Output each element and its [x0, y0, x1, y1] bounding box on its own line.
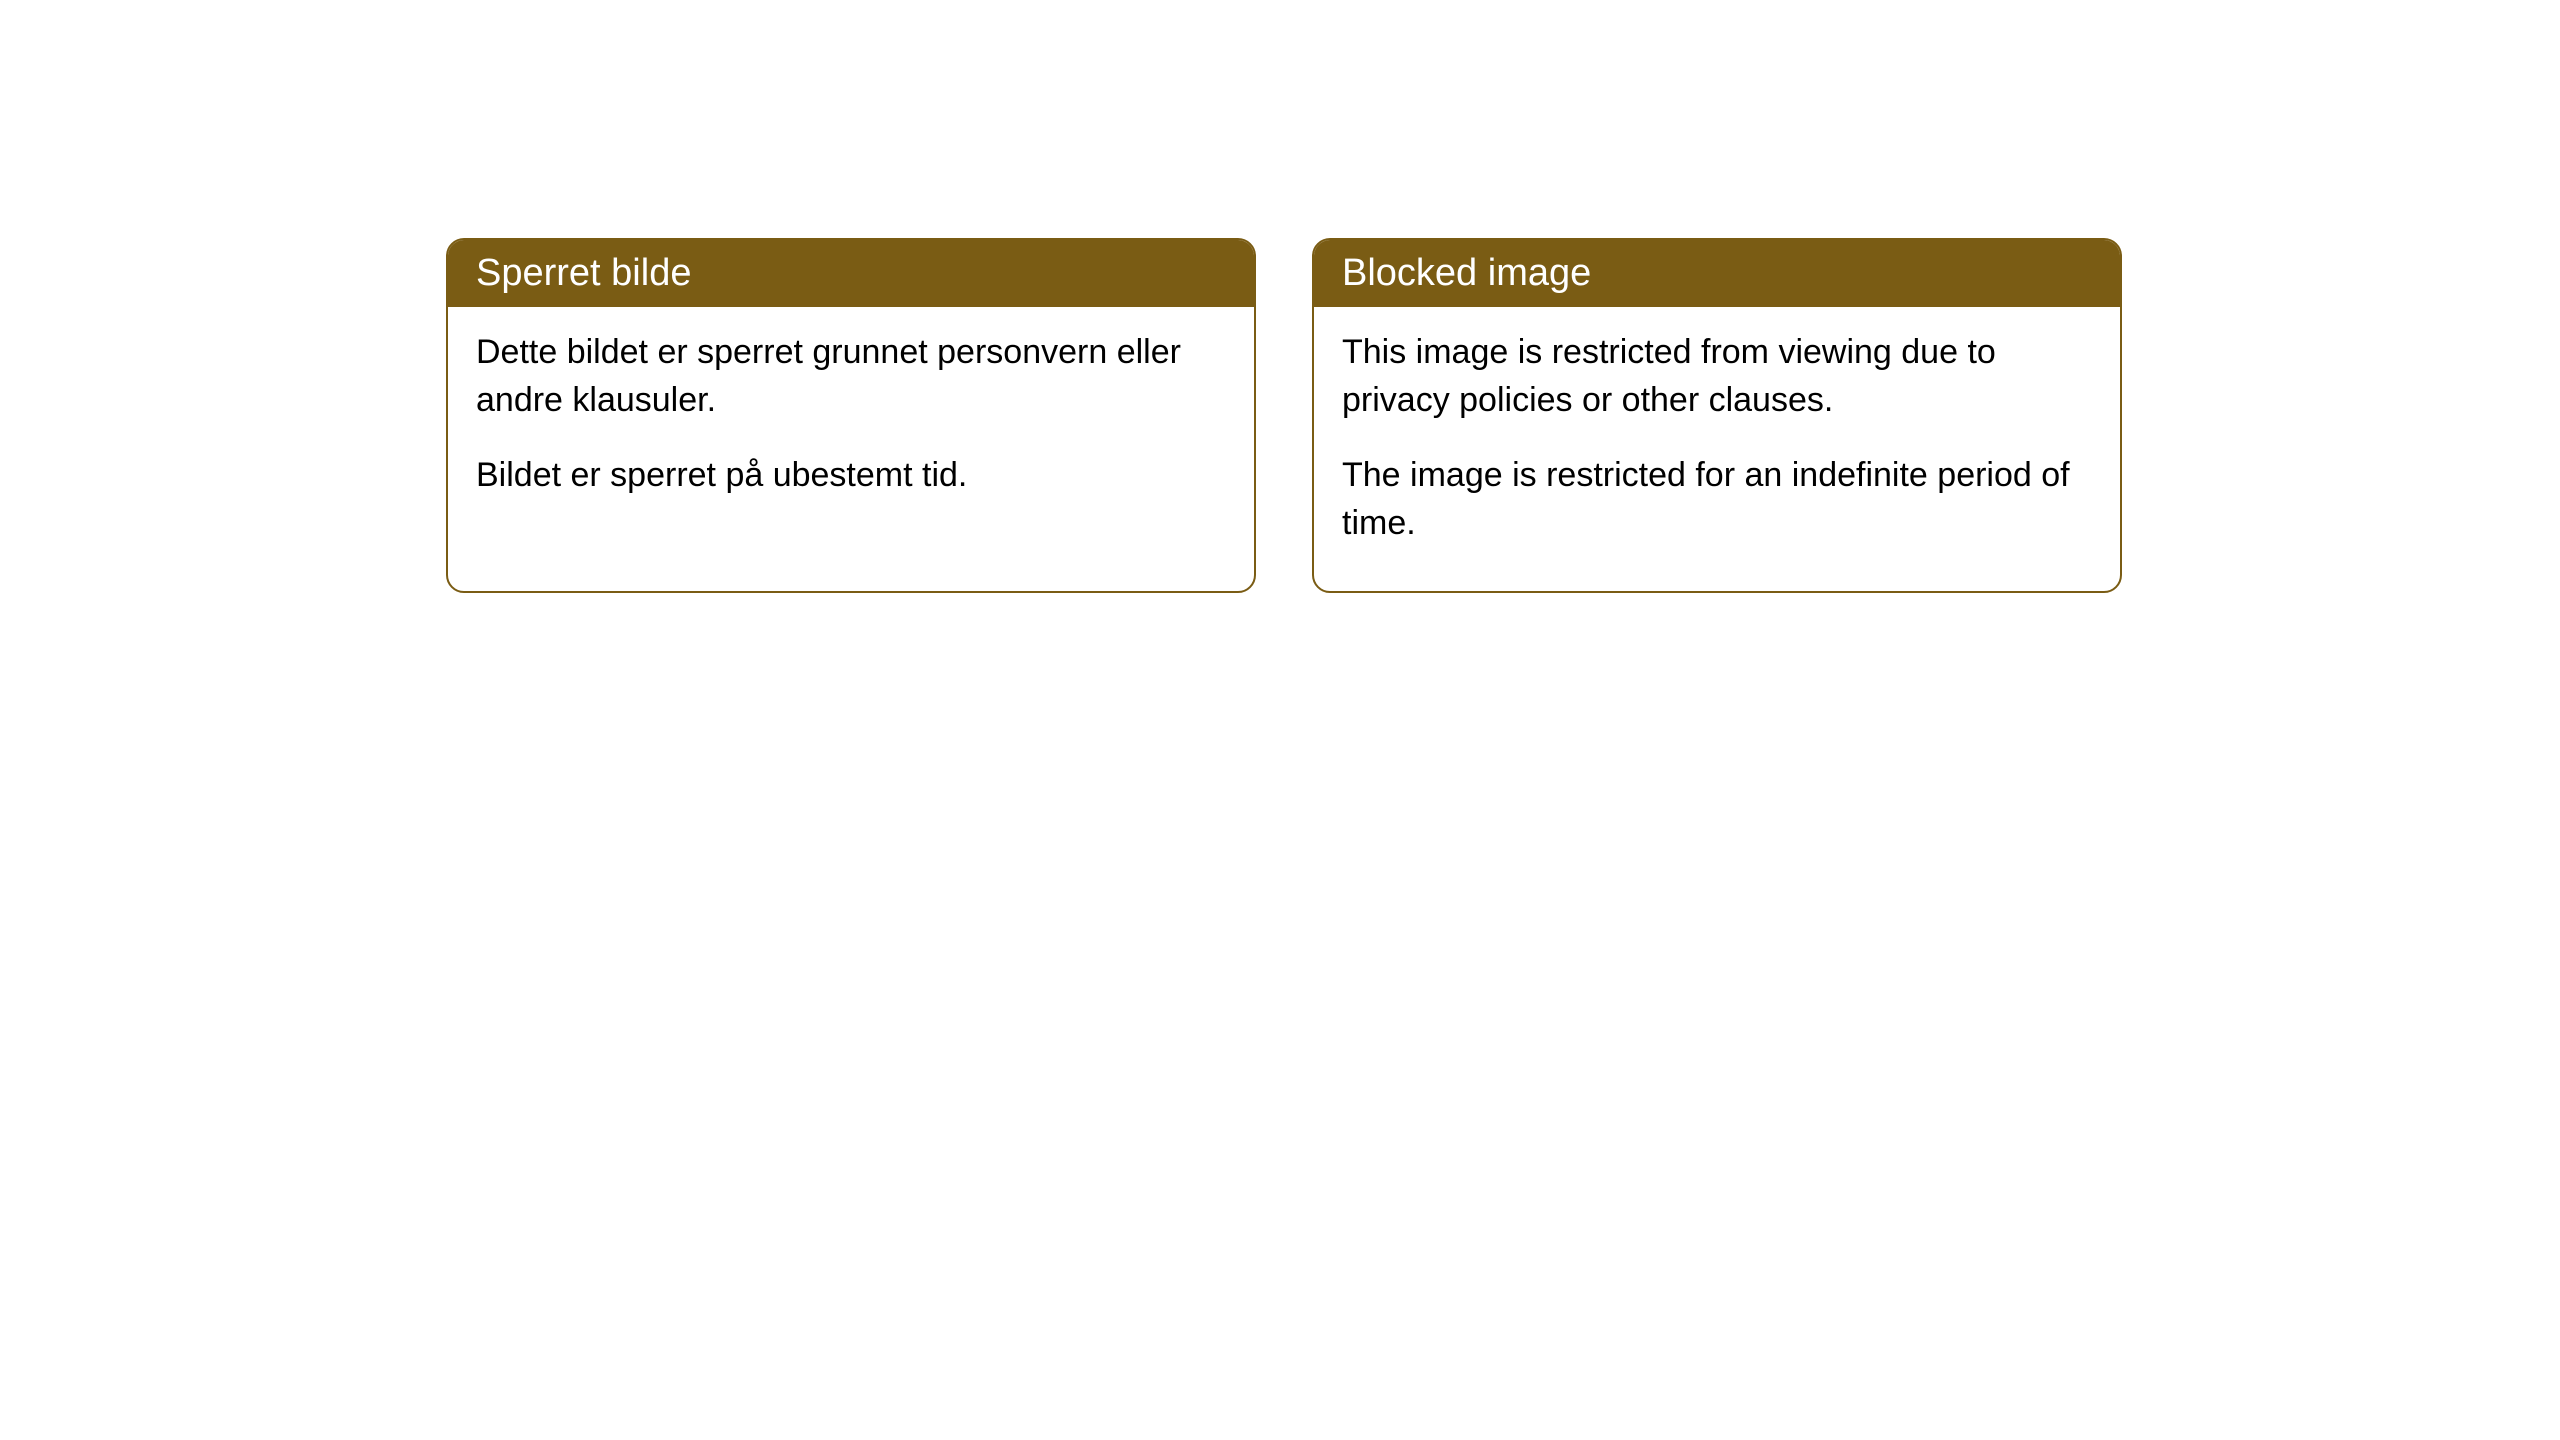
card-header: Blocked image: [1314, 240, 2120, 307]
card-paragraph: Dette bildet er sperret grunnet personve…: [476, 329, 1226, 424]
card-header: Sperret bilde: [448, 240, 1254, 307]
card-paragraph: The image is restricted for an indefinit…: [1342, 452, 2092, 547]
card-paragraph: This image is restricted from viewing du…: [1342, 329, 2092, 424]
cards-container: Sperret bilde Dette bildet er sperret gr…: [446, 238, 2122, 593]
card-title: Sperret bilde: [476, 252, 691, 294]
blocked-image-card-norwegian: Sperret bilde Dette bildet er sperret gr…: [446, 238, 1256, 593]
card-body: This image is restricted from viewing du…: [1314, 307, 2120, 591]
card-paragraph: Bildet er sperret på ubestemt tid.: [476, 452, 1226, 500]
card-title: Blocked image: [1342, 252, 1591, 294]
card-body: Dette bildet er sperret grunnet personve…: [448, 307, 1254, 544]
blocked-image-card-english: Blocked image This image is restricted f…: [1312, 238, 2122, 593]
